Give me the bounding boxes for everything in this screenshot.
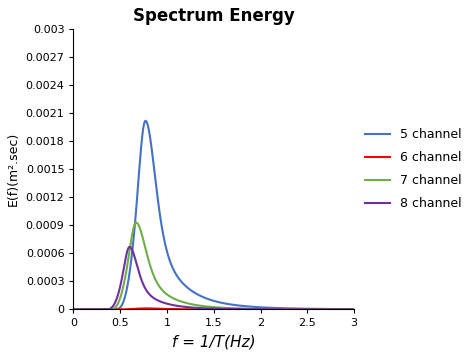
5 channel	[351, 307, 357, 311]
8 channel	[351, 307, 357, 312]
6 channel	[178, 307, 184, 312]
5 channel	[301, 307, 307, 311]
5 channel	[239, 304, 245, 308]
5 channel	[143, 119, 148, 123]
Y-axis label: E(f)(m².sec): E(f)(m².sec)	[7, 132, 20, 206]
6 channel	[254, 307, 259, 312]
7 channel	[239, 307, 245, 311]
8 channel	[71, 307, 77, 312]
6 channel	[280, 307, 286, 312]
7 channel	[178, 299, 184, 304]
7 channel	[280, 307, 286, 311]
7 channel	[254, 307, 259, 311]
7 channel	[133, 220, 139, 225]
8 channel	[280, 307, 286, 312]
8 channel	[178, 304, 184, 309]
7 channel	[301, 307, 307, 312]
7 channel	[71, 307, 77, 312]
7 channel	[351, 307, 357, 312]
5 channel	[122, 295, 128, 300]
8 channel	[122, 261, 128, 265]
6 channel	[71, 307, 77, 312]
8 channel	[239, 307, 245, 311]
Legend: 5 channel, 6 channel, 7 channel, 8 channel: 5 channel, 6 channel, 7 channel, 8 chann…	[360, 124, 467, 215]
8 channel	[254, 307, 259, 312]
5 channel	[280, 306, 286, 310]
7 channel	[122, 277, 128, 282]
Line: 6 channel: 6 channel	[74, 308, 354, 309]
8 channel	[127, 245, 132, 249]
X-axis label: f = 1/T(Hz): f = 1/T(Hz)	[172, 334, 255, 349]
6 channel	[143, 306, 148, 310]
5 channel	[254, 305, 259, 309]
8 channel	[301, 307, 307, 312]
Title: Spectrum Energy: Spectrum Energy	[133, 7, 295, 25]
5 channel	[71, 307, 77, 312]
Line: 8 channel: 8 channel	[74, 247, 354, 309]
Line: 5 channel: 5 channel	[74, 121, 354, 309]
6 channel	[301, 307, 307, 312]
6 channel	[122, 307, 128, 312]
Line: 7 channel: 7 channel	[74, 222, 354, 309]
6 channel	[239, 307, 245, 312]
6 channel	[351, 307, 357, 312]
5 channel	[178, 279, 184, 283]
